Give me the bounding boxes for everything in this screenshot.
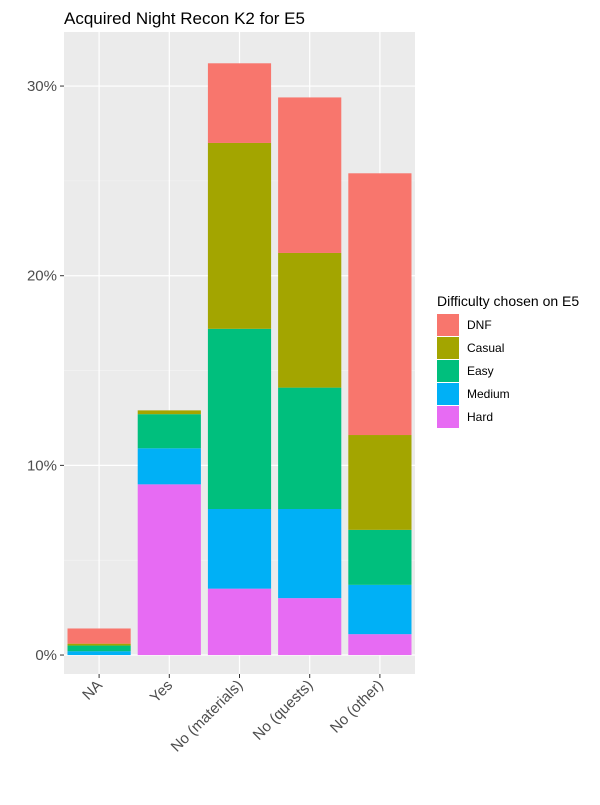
legend-title: Difficulty chosen on E5 — [437, 293, 579, 309]
y-tick-label: 0% — [35, 647, 57, 664]
bar-segment-easy — [137, 414, 201, 449]
bar-segment-medium — [348, 584, 412, 635]
bar-segment-dnf — [207, 63, 272, 143]
bar-segment-hard — [137, 484, 201, 656]
bar-segment-medium — [67, 651, 131, 656]
bars — [67, 63, 412, 656]
bar-segment-easy — [207, 328, 272, 509]
x-tick-label: NA — [79, 677, 106, 704]
bar-segment-casual — [67, 643, 131, 646]
bar-segment-medium — [207, 508, 272, 589]
bar-segment-easy — [348, 529, 412, 585]
bar-segment-medium — [278, 508, 342, 599]
bar-segment-hard — [348, 634, 412, 656]
legend-label-medium: Medium — [467, 387, 510, 401]
chart-title: Acquired Night Recon K2 for E5 — [64, 9, 305, 28]
y-axis: 0% 10% 20% 30% — [27, 78, 64, 664]
legend-label-easy: Easy — [467, 364, 494, 378]
bar-segment-medium — [137, 448, 201, 485]
legend: Difficulty chosen on E5 DNF Casual Easy Med… — [437, 293, 579, 428]
bar-segment-easy — [278, 387, 342, 509]
legend-swatch-hard — [437, 406, 459, 428]
x-tick-label: No (quests) — [250, 677, 317, 744]
y-tick-label: 30% — [27, 78, 57, 95]
bar-segment-dnf — [348, 173, 412, 436]
bar-segment-hard — [278, 598, 342, 656]
legend-label-dnf: DNF — [467, 318, 492, 332]
bar-segment-casual — [278, 252, 342, 388]
x-tick-label: No (materials) — [168, 677, 247, 756]
legend-swatch-casual — [437, 337, 459, 359]
bar-segment-casual — [348, 435, 412, 530]
x-tick-label: No (other) — [327, 677, 387, 737]
x-tick-label: Yes — [147, 677, 176, 706]
bar-segment-dnf — [278, 97, 342, 253]
bar-segment-dnf — [67, 628, 131, 644]
legend-label-casual: Casual — [467, 341, 504, 355]
legend-swatch-easy — [437, 360, 459, 382]
legend-swatch-medium — [437, 383, 459, 405]
bar-segment-casual — [137, 410, 201, 415]
bar-segment-easy — [67, 645, 131, 652]
y-tick-label: 10% — [27, 457, 57, 474]
bar-segment-hard — [207, 588, 272, 656]
bar-segment-casual — [207, 142, 272, 329]
legend-swatch-dnf — [437, 314, 459, 336]
legend-label-hard: Hard — [467, 410, 493, 424]
y-tick-label: 20% — [27, 268, 57, 285]
